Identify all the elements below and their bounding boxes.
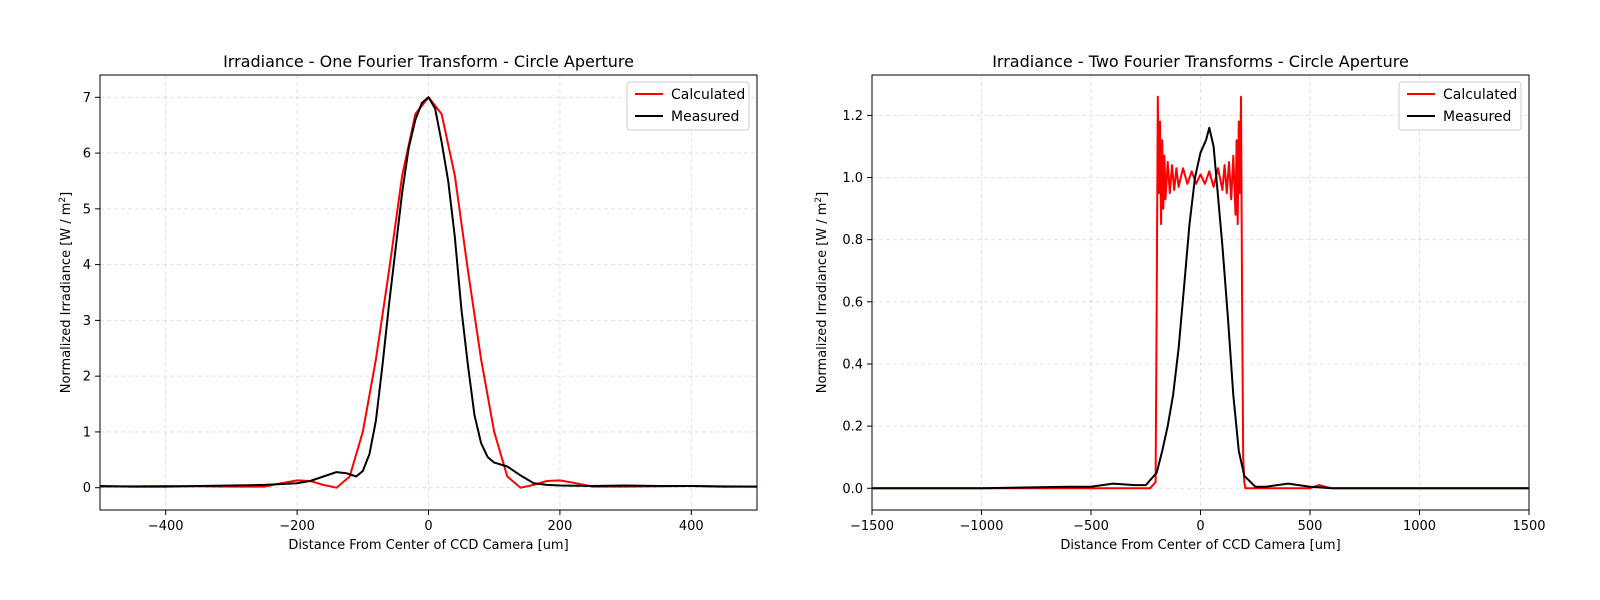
y-axis-label: Normalized Irradiance [W / m2] [58, 192, 74, 394]
x-tick-label: −500 [1073, 519, 1109, 534]
chart-one-fourier-transform: Irradiance - One Fourier Transform - Cir… [58, 52, 758, 553]
y-axis-label-end: ] [815, 192, 830, 197]
legend-label-calculated: Calculated [671, 87, 745, 103]
legend-label-calculated: Calculated [1443, 87, 1517, 103]
legend-label-measured: Measured [671, 109, 739, 125]
x-tick-label: −200 [279, 519, 315, 534]
y-tick-label: 1.0 [842, 171, 863, 186]
x-tick-label: −1500 [850, 519, 894, 534]
x-tick-label: 0 [1196, 519, 1204, 534]
y-axis-label-main: Normalized Irradiance [W / m [59, 203, 74, 394]
series-line-measured [872, 126, 1529, 490]
x-tick-label: 200 [547, 519, 572, 534]
y-tick-label: 7 [83, 91, 91, 106]
y-axis-label-superscript: 2 [58, 197, 68, 203]
y-axis-label: Normalized Irradiance [W / m2] [814, 192, 830, 394]
legend: Calculated Measured [626, 81, 750, 131]
y-tick-label: 1.2 [842, 109, 863, 124]
y-tick-label: 4 [83, 258, 91, 273]
y-tick-label: 0.8 [842, 233, 863, 248]
y-tick-label: 3 [83, 314, 91, 329]
legend: Calculated Measured [1398, 81, 1522, 131]
x-tick-label: 500 [1298, 519, 1323, 534]
y-axis-label-end: ] [59, 192, 74, 197]
x-tick-label: 1500 [1512, 519, 1545, 534]
y-tick-label: 6 [83, 147, 91, 162]
y-tick-label: 5 [83, 202, 91, 217]
y-tick-label: 0.4 [842, 357, 863, 372]
x-axis-label: Distance From Center of CCD Camera [um] [288, 538, 568, 553]
y-tick-label: 1 [83, 425, 91, 440]
legend-label-measured: Measured [1443, 109, 1511, 125]
x-tick-label: 1000 [1403, 519, 1436, 534]
chart-title: Irradiance - Two Fourier Transforms - Ci… [992, 52, 1409, 71]
y-tick-label: 0.6 [842, 295, 863, 310]
chart-two-fourier-transforms: Irradiance - Two Fourier Transforms - Ci… [814, 52, 1546, 553]
y-tick-label: 0.2 [842, 420, 863, 435]
series-line-calculated [872, 95, 1529, 490]
x-tick-label: −1000 [960, 519, 1004, 534]
y-tick-label: 0.0 [842, 482, 863, 497]
series-line-measured [100, 96, 757, 488]
y-axis-label-superscript: 2 [814, 197, 824, 203]
x-tick-label: −400 [148, 519, 184, 534]
chart-title: Irradiance - One Fourier Transform - Cir… [223, 52, 634, 71]
x-tick-label: 400 [679, 519, 704, 534]
y-tick-label: 0 [83, 481, 91, 496]
x-tick-label: 0 [424, 519, 432, 534]
y-axis-label-main: Normalized Irradiance [W / m [815, 203, 830, 394]
y-tick-label: 2 [83, 370, 91, 385]
x-axis-label: Distance From Center of CCD Camera [um] [1060, 538, 1340, 553]
